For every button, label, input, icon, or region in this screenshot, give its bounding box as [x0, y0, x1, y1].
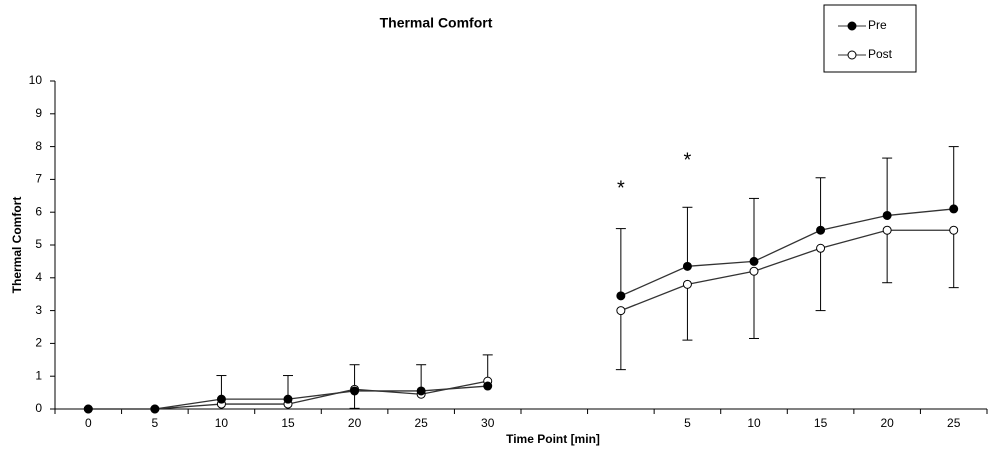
error-bar — [749, 197, 759, 262]
marker — [416, 386, 426, 396]
error-bar — [948, 230, 959, 289]
marker — [616, 291, 626, 301]
legend-label: Post — [868, 47, 893, 61]
annotation: * — [617, 178, 625, 200]
y-tick-label: 2 — [35, 336, 42, 350]
marker — [816, 225, 826, 235]
series-line — [88, 229, 954, 410]
marker — [483, 381, 493, 391]
series-line — [88, 208, 954, 410]
annotation: * — [684, 150, 692, 172]
legend-label: Pre — [868, 18, 887, 32]
x-tick-label: 25 — [414, 416, 428, 430]
x-tick-label: 10 — [747, 416, 761, 430]
marker — [150, 404, 160, 414]
y-tick-label: 6 — [35, 204, 42, 218]
legend-marker — [847, 21, 857, 31]
marker — [216, 394, 226, 404]
error-bar — [815, 177, 826, 231]
error-bar — [948, 146, 959, 209]
marker — [682, 261, 692, 271]
y-tick-label: 10 — [29, 73, 43, 87]
marker — [949, 204, 959, 214]
y-tick-label: 5 — [35, 237, 42, 251]
legend-box — [823, 4, 917, 73]
y-tick-label: 8 — [35, 139, 42, 153]
x-tick-label: 5 — [684, 416, 691, 430]
marker — [83, 404, 93, 414]
y-tick-label: 9 — [35, 106, 42, 120]
legend-marker — [847, 50, 857, 60]
error-bar — [615, 228, 626, 296]
marker — [749, 266, 759, 276]
y-tick-label: 1 — [35, 368, 42, 382]
y-tick-label: 3 — [35, 303, 42, 317]
x-tick-label: 20 — [880, 416, 894, 430]
marker — [749, 256, 759, 266]
x-tick-label: 30 — [481, 416, 495, 430]
error-bar — [682, 206, 693, 267]
marker — [882, 225, 892, 235]
x-tick-label: 10 — [215, 416, 229, 430]
marker — [882, 210, 892, 220]
y-tick-label: 4 — [35, 270, 42, 284]
marker — [350, 386, 360, 396]
marker — [949, 225, 959, 235]
error-bar — [882, 230, 893, 284]
y-tick-label: 7 — [35, 172, 42, 186]
x-tick-label: 25 — [947, 416, 961, 430]
error-bar — [815, 248, 826, 312]
x-tick-label: 0 — [85, 416, 92, 430]
marker — [616, 306, 626, 316]
error-bar — [682, 284, 693, 341]
error-bar — [882, 157, 893, 216]
error-bar — [749, 271, 759, 339]
y-tick-label: 0 — [35, 401, 42, 415]
chart-title: Thermal Comfort — [380, 15, 493, 31]
y-axis-label: Thermal Comfort — [10, 197, 24, 294]
x-tick-label: 15 — [281, 416, 295, 430]
marker — [682, 279, 692, 289]
error-bar — [615, 310, 626, 371]
marker — [283, 394, 293, 404]
x-axis-label: Time Point [min] — [506, 432, 600, 446]
x-tick-label: 5 — [152, 416, 159, 430]
x-tick-label: 20 — [348, 416, 362, 430]
marker — [816, 243, 826, 253]
x-tick-label: 15 — [814, 416, 828, 430]
